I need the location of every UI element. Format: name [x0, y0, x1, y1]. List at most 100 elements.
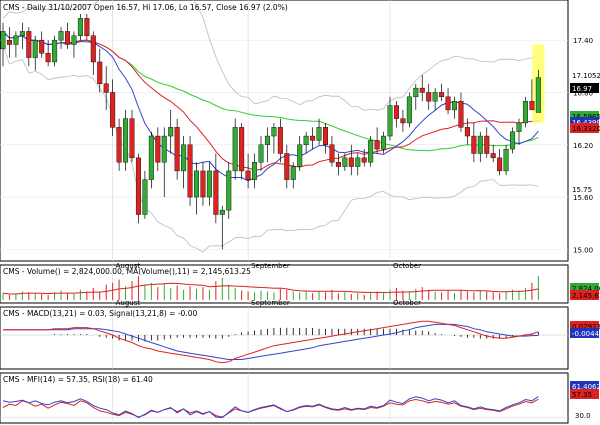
- month-label-lower: September: [251, 299, 290, 307]
- candle: [226, 162, 232, 219]
- tag-upper-band: 17.1052: [572, 72, 600, 80]
- candle-body: [155, 135, 161, 163]
- candle: [439, 83, 445, 102]
- candle-body: [368, 140, 374, 163]
- candle: [516, 118, 522, 145]
- candle-body: [123, 118, 129, 163]
- tag-mfi: 57.35: [572, 391, 592, 399]
- candle: [39, 31, 45, 58]
- candle-body: [32, 39, 38, 58]
- volume-title: CMS - Volume() = 2,824,000.00, MA(Volume…: [3, 267, 251, 276]
- tag-volume-ma-bg: [570, 290, 599, 300]
- price-title: CMS - Daily 31/10/2007 Open 16.57, Hi 17…: [3, 3, 288, 12]
- candle-body: [413, 87, 419, 98]
- candle: [452, 96, 458, 119]
- candle: [490, 144, 496, 163]
- candle-body: [45, 53, 51, 63]
- candle: [52, 35, 58, 67]
- candle: [381, 131, 387, 154]
- month-label-lower: October: [393, 299, 421, 307]
- candle-body: [193, 170, 199, 198]
- candle: [406, 92, 412, 128]
- candle: [187, 136, 193, 206]
- tag-volume: 2,824,000: [572, 285, 600, 293]
- candle-body: [174, 127, 180, 172]
- volume-bars: [2, 276, 539, 300]
- candle-body: [529, 100, 535, 111]
- candle: [168, 109, 174, 154]
- candle: [6, 27, 12, 58]
- tag-macd-bg: [570, 321, 599, 331]
- tag-long-ma-bg: [570, 123, 599, 133]
- candle-body: [335, 162, 341, 167]
- candle-body: [200, 170, 206, 198]
- candle-body: [213, 170, 219, 215]
- candle-body: [110, 92, 116, 128]
- tag-trend-ma-bg: [570, 111, 599, 121]
- candle-body: [464, 127, 470, 137]
- candle-body: [393, 105, 399, 119]
- macd-lines: [0, 320, 568, 364]
- candle: [193, 162, 199, 215]
- candle: [400, 109, 406, 132]
- candle: [393, 101, 399, 128]
- month-label: August: [116, 262, 141, 270]
- candle: [110, 79, 116, 137]
- candle-body: [342, 157, 348, 167]
- price-tick-label: 17.40: [573, 37, 593, 45]
- candle: [310, 127, 316, 150]
- tag-signal-bg: [570, 328, 599, 338]
- candle-body: [297, 144, 303, 167]
- rsi-panel-frame: [0, 372, 569, 424]
- candle: [374, 127, 380, 154]
- candle: [355, 153, 361, 176]
- candle: [142, 170, 148, 219]
- candle: [77, 14, 83, 41]
- month-label: October: [393, 262, 421, 270]
- month-label: September: [251, 262, 290, 270]
- candle: [271, 122, 277, 154]
- candle: [45, 40, 51, 67]
- candle-body: [52, 39, 58, 63]
- candle-body: [245, 170, 251, 180]
- candle-body: [19, 31, 25, 36]
- candle-body: [0, 31, 6, 50]
- tag-macd: 0.02973: [572, 323, 600, 331]
- price-tick-label: 16.80: [573, 89, 593, 97]
- bollinger-bands: [2, 0, 539, 253]
- candle-body: [303, 135, 309, 145]
- candle-body: [490, 153, 496, 159]
- macd-title: CMS - MACD(13,21) = 0.03, Signal(13,21,8…: [3, 309, 197, 318]
- candle: [484, 127, 490, 158]
- candle-body: [387, 105, 393, 137]
- month-label-lower: August: [116, 299, 141, 307]
- candle-body: [503, 148, 509, 172]
- candle-body: [355, 157, 361, 167]
- candle-body: [97, 61, 103, 84]
- candle: [135, 153, 141, 224]
- candle: [361, 149, 367, 167]
- candle-body: [206, 170, 212, 198]
- price-tick-label: 15.60: [573, 194, 593, 202]
- candle-body: [226, 170, 232, 211]
- candle: [213, 153, 219, 224]
- rsi-tick-label: 30.0: [575, 412, 591, 420]
- rsi-line: [2, 396, 539, 419]
- candle-body: [58, 31, 64, 41]
- candle: [19, 22, 25, 49]
- candle-body: [516, 122, 522, 132]
- tag-mfi-bg: [570, 389, 599, 399]
- rsi-title: CMS - MFI(14) = 57.35, RSI(18) = 61.40: [3, 375, 153, 384]
- candle-body: [84, 18, 90, 36]
- price-tick-label: 16.20: [573, 142, 593, 150]
- candle-body: [142, 179, 148, 215]
- candle-body: [258, 144, 264, 163]
- candle-body: [26, 31, 32, 58]
- candle-body: [264, 135, 270, 145]
- candle-body: [71, 35, 77, 45]
- candle: [97, 48, 103, 93]
- candle: [335, 153, 341, 176]
- mfi-line: [2, 398, 539, 418]
